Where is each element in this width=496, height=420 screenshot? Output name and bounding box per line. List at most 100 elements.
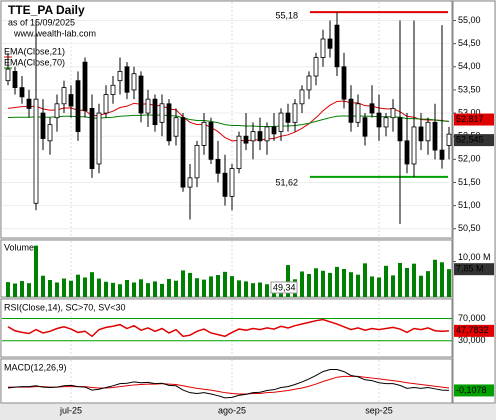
volume-bar [6, 282, 10, 297]
candle-body [236, 135, 242, 169]
volume-bar [104, 281, 108, 297]
volume-bar [398, 262, 402, 297]
candle-body [313, 57, 319, 77]
candle-body [19, 87, 25, 98]
volume-bar [433, 259, 437, 297]
value-label-box [454, 263, 494, 276]
volume-bar [13, 283, 17, 297]
candle-body [138, 75, 144, 114]
volume-bar [426, 271, 430, 297]
volume-bar [34, 245, 38, 297]
volume-bar [356, 274, 360, 297]
volume-bar [97, 278, 101, 297]
candle-body [376, 112, 382, 128]
volume-bar [195, 278, 199, 297]
candle-body [12, 71, 18, 89]
y-tick-label: 10,00 M [458, 252, 491, 262]
volume-bar [307, 273, 311, 297]
candle-body [131, 73, 137, 91]
volume-bar [391, 275, 395, 297]
volume-bar [41, 275, 45, 297]
level-label: 55,18 [275, 11, 298, 21]
volume-bar [69, 280, 73, 297]
ema-line [7, 100, 450, 142]
value-label-box [454, 113, 494, 126]
volume-bar [342, 269, 346, 297]
x-tick-label: sep-25 [365, 405, 393, 415]
candle-body [103, 94, 109, 114]
volume-bar [258, 282, 262, 297]
candle-body [411, 126, 417, 165]
candle-body [96, 112, 102, 165]
panel-title: MACD(12,26,9) [4, 362, 67, 372]
candle-body [362, 117, 368, 137]
candle-body [145, 98, 151, 114]
volume-bar [146, 283, 150, 297]
candle-body [152, 98, 158, 126]
volume-bar [321, 270, 325, 297]
volume-bar [349, 272, 353, 297]
candle-body [75, 80, 81, 132]
candle-body [348, 98, 354, 123]
ema-line [7, 114, 450, 127]
y-tick-label: 30,000 [458, 335, 486, 345]
volume-bar [300, 271, 304, 297]
volume-bar [62, 278, 66, 297]
source: www.wealth-lab.com [13, 28, 96, 38]
candle-body [418, 126, 424, 142]
marks: jul-25 ago-25 sep-25 55,00 54,50 54,00 53,50 53… [2, 2, 494, 415]
volume-bar [328, 272, 332, 297]
x-tick-label: ago-25 [218, 405, 246, 415]
volume-bar [125, 279, 129, 297]
macd-panel [0, 358, 453, 404]
candle-body [250, 131, 256, 142]
volume-bar [223, 271, 227, 297]
candle-body [390, 108, 396, 119]
candle-body [5, 68, 11, 82]
volume-bar [202, 279, 206, 297]
candle-body [89, 108, 95, 169]
volume-bar [237, 280, 241, 297]
candle-body [432, 121, 438, 151]
y-tick-label: 53,50 [458, 84, 481, 94]
volume-bar [363, 263, 367, 297]
candle-body [306, 75, 312, 91]
candle-body [285, 112, 291, 123]
volume-bar [209, 276, 213, 297]
y-tick-label: 55,00 [458, 15, 481, 25]
volume-bar [55, 282, 59, 297]
x-tick-label: jul-25 [59, 405, 82, 415]
candle-body [110, 84, 116, 95]
annotation-box [270, 281, 298, 294]
y-tick-label: 54,00 [458, 61, 481, 71]
volume-bar [174, 280, 178, 297]
volume-bar [447, 269, 451, 297]
rsi-panel [0, 298, 453, 358]
candle-body [446, 133, 452, 146]
y-tick-label: 51,50 [458, 177, 481, 187]
volume-bar [90, 272, 94, 297]
volume-bar [139, 279, 143, 297]
candle-body [82, 61, 88, 112]
y-tick-label: 53,00 [458, 107, 481, 117]
candle-body [180, 117, 186, 188]
candle-body [68, 94, 74, 107]
value-label-box [454, 324, 494, 337]
candle-body [292, 103, 298, 123]
candle-body [26, 98, 32, 109]
candle-body [299, 89, 305, 105]
volume-bar [335, 266, 339, 297]
panel-title: RSI(Close,14), SC>70, SV<30 [4, 302, 126, 312]
candle-body [54, 103, 60, 119]
candle-body [404, 140, 410, 165]
y-tick-label: 54,50 [458, 38, 481, 48]
candle-body [40, 112, 46, 139]
candle-body [124, 66, 130, 93]
value-label: 52,817 [456, 114, 484, 124]
volume-bar [384, 265, 388, 297]
candle-body [425, 121, 431, 142]
value-label-box [454, 134, 494, 147]
annotation: 49,34 [273, 282, 296, 292]
candle-body [201, 121, 207, 146]
panel-title: Volume [4, 242, 34, 252]
